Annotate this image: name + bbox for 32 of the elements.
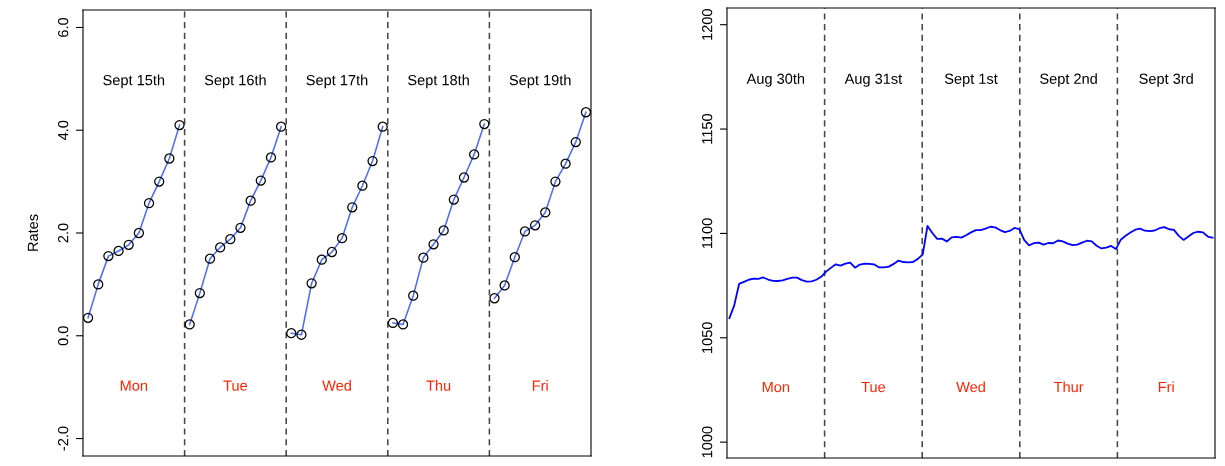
annotation: Thur bbox=[1053, 381, 1084, 393]
y-tick-label: 1000 bbox=[701, 426, 713, 458]
annotation: Thu bbox=[426, 380, 451, 391]
annotation: Wed bbox=[956, 381, 985, 393]
annotation: Mon bbox=[762, 381, 790, 393]
annotation: Sept 3rd bbox=[1139, 73, 1193, 87]
annotation: Aug 30th bbox=[746, 73, 805, 87]
y-tick-label: 6.0 bbox=[57, 17, 69, 37]
annotation: Sept 19th bbox=[509, 74, 571, 89]
annotation: Sept 17th bbox=[306, 74, 368, 89]
annotation: Tue bbox=[223, 380, 248, 391]
annotation: Fri bbox=[532, 380, 548, 391]
line-series bbox=[728, 224, 1214, 320]
y-tick-label: -2.0 bbox=[57, 426, 69, 451]
y-axis-title: Rates bbox=[27, 214, 39, 251]
y-tick-label: 0.0 bbox=[57, 326, 69, 346]
annotation: Mon bbox=[120, 380, 148, 391]
y-tick-label: 2.0 bbox=[57, 223, 69, 243]
annotation: Tue bbox=[861, 381, 886, 393]
annotation: Fri bbox=[1158, 381, 1174, 393]
annotation: Sept 18th bbox=[408, 74, 469, 89]
annotation: Sept 16th bbox=[204, 74, 266, 89]
y-tick-label: 1100 bbox=[701, 218, 713, 248]
y-tick-label: 4.0 bbox=[57, 120, 69, 141]
annotation: Aug 31st bbox=[844, 73, 903, 87]
annotation: Sept 2nd bbox=[1040, 73, 1097, 87]
annotation: Sept 15th bbox=[103, 74, 165, 89]
y-tick-label: 1150 bbox=[701, 113, 713, 144]
annotation: Sept 1st bbox=[944, 73, 998, 87]
y-tick-label: 1200 bbox=[701, 9, 713, 40]
y-tick-label: 1050 bbox=[701, 322, 713, 353]
annotation: Wed bbox=[322, 380, 351, 391]
